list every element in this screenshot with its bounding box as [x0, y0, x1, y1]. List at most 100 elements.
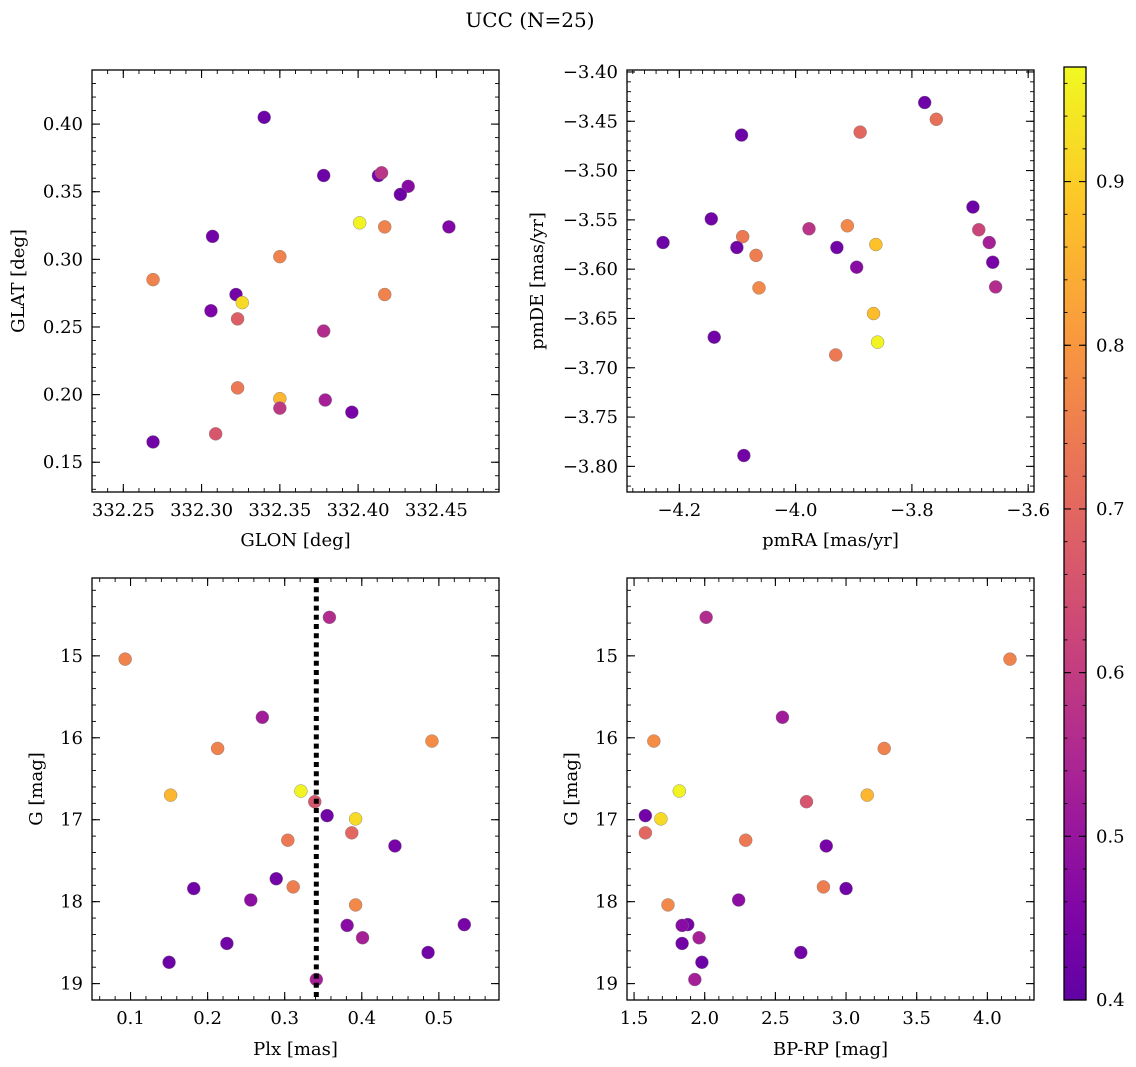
- x-tick-label: 4.0: [973, 1008, 1002, 1029]
- data-point: [839, 881, 853, 896]
- y-tick-label: 0.40: [43, 114, 83, 135]
- colorbar-tick-label: 0.4: [1096, 990, 1125, 1011]
- data-point: [286, 880, 300, 894]
- data-point: [752, 281, 766, 295]
- data-point: [378, 287, 392, 302]
- x-tick-label: 1.5: [620, 1008, 649, 1029]
- y-tick-label: −3.70: [563, 358, 618, 379]
- data-point: [699, 610, 713, 625]
- data-point: [730, 240, 744, 255]
- data-point: [273, 249, 287, 264]
- data-point: [220, 936, 234, 951]
- data-point: [816, 880, 831, 894]
- x-tick-label: 0.2: [193, 1008, 222, 1029]
- y-tick-label: 19: [60, 974, 83, 995]
- y-tick-label: −3.75: [563, 407, 618, 428]
- colorbar-tick-label: 0.9: [1096, 172, 1125, 193]
- data-point: [675, 918, 689, 933]
- data-point: [393, 187, 408, 202]
- y-tick-label: 17: [595, 810, 618, 831]
- data-point: [257, 110, 271, 125]
- data-point: [661, 898, 675, 912]
- colorbar-frame: [1063, 66, 1087, 1001]
- x-axis-label: BP-RP [mag]: [773, 1039, 888, 1060]
- data-point: [146, 435, 160, 449]
- data-point: [802, 222, 816, 236]
- data-point: [840, 219, 855, 233]
- x-tick-label: 0.1: [116, 1008, 145, 1029]
- panel-pmra-pmde: −4.2 −4.0 −3.8 −3.6 −3.80 −3.75 −3.70 −3.65 −3.6…: [527, 62, 1050, 551]
- x-tick-label: 332.40: [327, 500, 390, 521]
- data-point: [345, 826, 359, 840]
- data-point: [656, 235, 670, 250]
- data-point: [316, 168, 331, 183]
- data-point: [654, 812, 668, 826]
- data-point: [647, 734, 661, 748]
- data-point: [966, 200, 980, 214]
- y-tick-label: −3.40: [563, 62, 618, 83]
- data-point: [378, 220, 392, 234]
- data-point: [187, 881, 201, 896]
- data-point: [345, 405, 359, 419]
- data-point: [210, 741, 225, 756]
- data-point: [860, 788, 874, 802]
- y-tick-label: 0.35: [43, 182, 83, 203]
- colorbar-tick-label: 0.7: [1096, 499, 1125, 520]
- panel-plx-g: 0.1 0.2 0.3 0.4 0.5 15 16 17 18 19 Plx [mas] G [mag…: [26, 577, 500, 1060]
- x-tick-label: 332.30: [170, 500, 233, 521]
- data-point: [205, 229, 220, 244]
- x-tick-label: 3.5: [902, 1008, 931, 1029]
- data-point: [749, 248, 763, 263]
- scatter-panels: 332.25 332.30 332.35 332.40 332.45 0.15 0.20 0.…: [8, 62, 1050, 1060]
- y-tick-label: −3.80: [563, 456, 618, 477]
- x-axis-label: GLON [deg]: [240, 530, 350, 551]
- y-tick-label: −3.65: [563, 308, 618, 329]
- data-point: [269, 872, 283, 886]
- colorbar-gradient: [1064, 67, 1086, 1000]
- x-tick-label: 332.45: [405, 500, 468, 521]
- x-tick-label: −3.6: [1006, 500, 1050, 521]
- y-tick-label: 0.20: [43, 385, 83, 406]
- data-point: [688, 972, 702, 987]
- data-point: [374, 166, 389, 180]
- data-point: [877, 741, 891, 756]
- axes-frame: [626, 69, 1035, 493]
- y-axis-label: pmDE [mas/yr]: [527, 212, 548, 350]
- data-point: [972, 223, 986, 237]
- data-point: [929, 112, 944, 126]
- data-point: [230, 312, 245, 326]
- data-point: [230, 381, 245, 395]
- data-point: [244, 893, 258, 907]
- data-point: [162, 955, 176, 970]
- data-point: [340, 918, 354, 933]
- y-tick-label: −3.55: [563, 210, 618, 231]
- data-point: [638, 826, 653, 840]
- x-axis-label: Plx [mas]: [253, 1039, 338, 1060]
- data-point: [695, 955, 709, 970]
- y-tick-label: 0.25: [43, 317, 83, 338]
- data-point: [320, 808, 334, 823]
- y-axis-label: G [mag]: [26, 752, 47, 825]
- data-point: [982, 235, 996, 250]
- data-point: [322, 610, 337, 625]
- x-tick-label: −3.8: [890, 500, 934, 521]
- data-point: [737, 448, 751, 463]
- y-tick-label: 19: [595, 974, 618, 995]
- data-point: [235, 295, 249, 310]
- y-tick-label: 0.15: [43, 452, 83, 473]
- x-tick-label: 332.35: [248, 500, 311, 521]
- figure-title: UCC (N=25): [465, 8, 594, 32]
- data-point: [348, 812, 363, 826]
- data-point: [425, 734, 439, 748]
- data-point: [819, 839, 833, 853]
- data-point: [917, 95, 932, 110]
- y-tick-label: 16: [595, 728, 618, 749]
- data-point: [316, 324, 331, 338]
- colorbar-tick-label: 0.5: [1096, 826, 1125, 847]
- data-point: [986, 255, 1000, 269]
- data-point: [672, 784, 686, 798]
- data-point: [704, 212, 719, 226]
- data-point: [204, 304, 218, 318]
- y-tick-label: 18: [595, 892, 618, 913]
